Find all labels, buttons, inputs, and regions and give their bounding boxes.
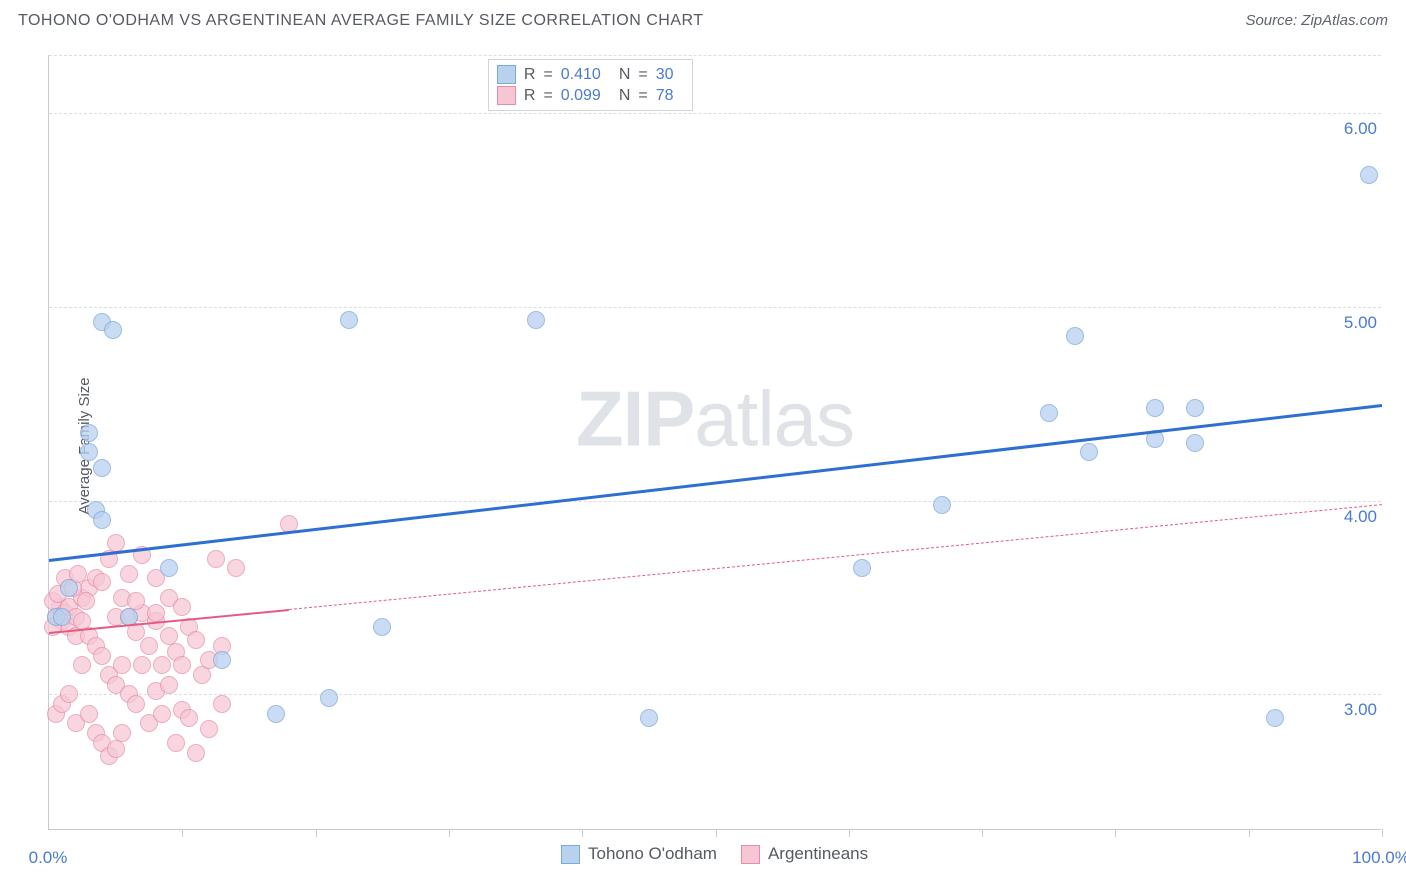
data-point	[1146, 399, 1164, 417]
legend-label: Tohono O'odham	[588, 844, 717, 864]
data-point	[93, 647, 111, 665]
gridline	[49, 55, 1381, 56]
x-tick	[582, 829, 583, 837]
data-point	[73, 656, 91, 674]
data-point	[373, 618, 391, 636]
data-point	[93, 511, 111, 529]
legend-row: R=0.410N=30	[495, 64, 686, 85]
data-point	[160, 676, 178, 694]
source-label: Source: ZipAtlas.com	[1245, 12, 1388, 30]
data-point	[80, 705, 98, 723]
scatter-plot: ZIPatlas	[48, 55, 1381, 830]
data-point	[193, 666, 211, 684]
data-point	[180, 709, 198, 727]
data-point	[104, 321, 122, 339]
data-point	[1040, 404, 1058, 422]
data-point	[107, 740, 125, 758]
y-tick-label: 3.00	[1331, 700, 1377, 720]
x-tick	[316, 829, 317, 837]
data-point	[187, 631, 205, 649]
data-point	[933, 496, 951, 514]
gridline	[49, 694, 1381, 695]
x-tick	[1382, 829, 1383, 837]
x-tick	[849, 829, 850, 837]
data-point	[53, 608, 71, 626]
data-point	[60, 685, 78, 703]
data-point	[140, 637, 158, 655]
data-point	[267, 705, 285, 723]
data-point	[167, 734, 185, 752]
data-point	[93, 573, 111, 591]
x-tick	[716, 829, 717, 837]
watermark: ZIPatlas	[576, 373, 854, 464]
data-point	[227, 559, 245, 577]
x-tick	[1249, 829, 1250, 837]
legend-item: Argentineans	[741, 844, 868, 864]
trend-line	[289, 504, 1382, 610]
x-tick	[1115, 829, 1116, 837]
legend-swatch	[561, 845, 580, 864]
data-point	[93, 459, 111, 477]
data-point	[113, 656, 131, 674]
correlation-legend: R=0.410N=30R=0.099N=78	[488, 59, 693, 111]
x-tick	[182, 829, 183, 837]
data-point	[113, 724, 131, 742]
y-tick-label: 5.00	[1331, 313, 1377, 333]
gridline	[49, 501, 1381, 502]
data-point	[120, 565, 138, 583]
data-point	[1080, 443, 1098, 461]
data-point	[207, 550, 225, 568]
trend-line	[49, 404, 1382, 562]
data-point	[80, 443, 98, 461]
data-point	[77, 592, 95, 610]
legend-label: Argentineans	[768, 844, 868, 864]
x-tick	[982, 829, 983, 837]
data-point	[527, 311, 545, 329]
gridline	[49, 307, 1381, 308]
series-legend: Tohono O'odham Argentineans	[561, 844, 868, 864]
legend-row: R=0.099N=78	[495, 85, 686, 106]
legend-swatch	[497, 86, 516, 105]
data-point	[1066, 327, 1084, 345]
legend-swatch	[497, 65, 516, 84]
data-point	[640, 709, 658, 727]
data-point	[133, 656, 151, 674]
data-point	[173, 598, 191, 616]
gridline	[49, 113, 1381, 114]
y-tick-label: 4.00	[1331, 507, 1377, 527]
x-tick-label: 0.0%	[29, 848, 68, 868]
legend-item: Tohono O'odham	[561, 844, 717, 864]
data-point	[213, 651, 231, 669]
data-point	[320, 689, 338, 707]
data-point	[153, 656, 171, 674]
data-point	[147, 604, 165, 622]
data-point	[187, 744, 205, 762]
x-tick-label: 100.0%	[1352, 848, 1406, 868]
data-point	[173, 656, 191, 674]
data-point	[853, 559, 871, 577]
legend-swatch	[741, 845, 760, 864]
data-point	[1186, 434, 1204, 452]
data-point	[340, 311, 358, 329]
data-point	[153, 705, 171, 723]
data-point	[80, 424, 98, 442]
data-point	[160, 559, 178, 577]
data-point	[60, 579, 78, 597]
data-point	[1360, 166, 1378, 184]
data-point	[1186, 399, 1204, 417]
chart-title: TOHONO O'ODHAM VS ARGENTINEAN AVERAGE FA…	[18, 12, 704, 30]
data-point	[127, 695, 145, 713]
x-tick	[449, 829, 450, 837]
y-tick-label: 6.00	[1331, 119, 1377, 139]
data-point	[1266, 709, 1284, 727]
data-point	[213, 695, 231, 713]
data-point	[200, 720, 218, 738]
